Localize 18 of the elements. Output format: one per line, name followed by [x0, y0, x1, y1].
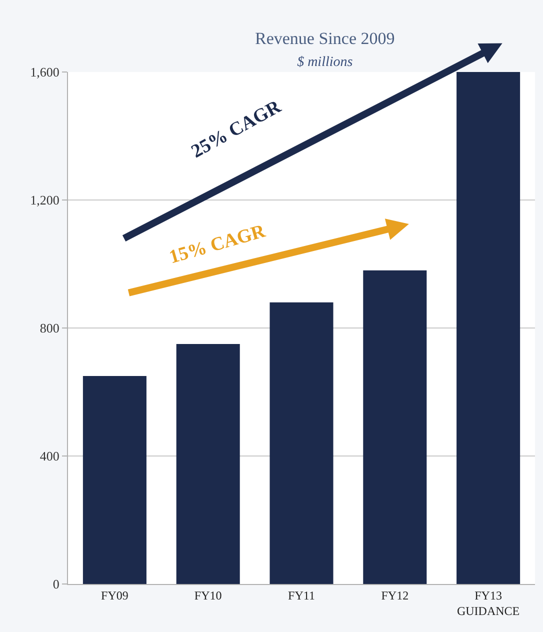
x-tick-label: FY11: [288, 588, 315, 602]
y-tick-label: 0: [52, 576, 60, 592]
bar: [363, 270, 427, 584]
bar: [82, 376, 146, 584]
bar: [176, 344, 240, 584]
bar: [270, 302, 334, 584]
annotation: 15% CAGR: [166, 220, 268, 268]
x-tick-label: FY10: [194, 588, 222, 602]
y-tick-label: 1,200: [30, 192, 60, 208]
x-tick-label: FY09: [101, 588, 128, 602]
x-tick-label: FY13 GUIDANCE: [456, 588, 520, 618]
chart-title: Revenue Since 2009: [255, 29, 395, 48]
chart-subtitle: $ millions: [297, 55, 354, 70]
y-tick-label: 1,600: [30, 64, 60, 80]
y-tick-label: 400: [40, 448, 60, 464]
x-tick-label: FY12: [381, 588, 409, 602]
y-tick-label: 800: [40, 320, 60, 336]
bar: [456, 72, 520, 584]
